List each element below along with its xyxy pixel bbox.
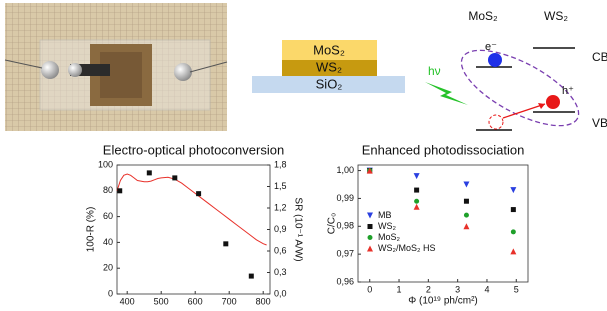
data-point (147, 170, 152, 175)
y-tick-label: 0,98 (336, 221, 354, 231)
x-tick-label: 0 (367, 284, 372, 294)
band-label: CB (592, 50, 607, 64)
legend-label: WS₂/MoS₂ HS (378, 243, 436, 253)
legend-marker (368, 224, 373, 229)
legend-label: MB (378, 210, 392, 220)
data-point (414, 173, 420, 179)
data-line (117, 174, 267, 245)
plot-frame (117, 165, 270, 294)
y2-tick-label: 0,9 (274, 224, 287, 234)
layer-label: MoS₂ (313, 42, 345, 57)
legend-label: MoS₂ (378, 232, 401, 242)
y2-axis-label: SR (10⁻¹ A/W) (292, 197, 303, 261)
data-point (464, 199, 469, 204)
layer-label: SiO₂ (316, 76, 343, 91)
data-point (463, 223, 469, 229)
x-tick-label: 400 (120, 296, 135, 306)
y-tick-label: 1,00 (336, 165, 354, 175)
data-point (510, 248, 516, 254)
x-tick-label: 500 (154, 296, 169, 306)
y-tick-label: 100 (98, 159, 113, 169)
y2-tick-label: 1,2 (274, 202, 287, 212)
y-tick-label: 60 (103, 211, 113, 221)
data-point (464, 213, 469, 218)
hole (546, 95, 560, 109)
y2-tick-label: 0,3 (274, 267, 287, 277)
x-tick-label: 3 (455, 284, 460, 294)
x-tick-label: 1 (397, 284, 402, 294)
y-tick-label: 40 (103, 237, 113, 247)
device-photo (5, 3, 227, 131)
photon (425, 82, 468, 105)
data-point (511, 207, 516, 212)
x-tick-label: 5 (514, 284, 519, 294)
layer-label: WS₂ (316, 59, 342, 74)
band-diagram: MoS₂ WS₂ e⁻ h⁺ hν CB VB (425, 9, 607, 140)
y-tick-label: 0,96 (336, 276, 354, 286)
band-label: VB (592, 116, 607, 130)
figure: MoS₂ WS₂ SiO₂ MoS₂ WS₂ e⁻ h⁺ hν CB VB El… (0, 0, 607, 306)
x-tick-label: 800 (256, 296, 271, 306)
electron (488, 53, 502, 67)
legend-label: WS₂ (378, 221, 396, 231)
y-tick-label: 20 (103, 263, 113, 273)
y-tick-label: 80 (103, 185, 113, 195)
data-point (172, 175, 177, 180)
hole-origin (489, 115, 503, 129)
x-tick-label: 2 (426, 284, 431, 294)
data-point (511, 229, 516, 234)
page: { "stack": {"layers": ["MoS₂", "WS₂", "S… (0, 0, 607, 311)
x-tick-label: 600 (188, 296, 203, 306)
y-tick-label: 0,99 (336, 193, 354, 203)
data-point (414, 188, 419, 193)
legend-marker (367, 213, 373, 219)
y-tick-label: 0,97 (336, 249, 354, 259)
y-axis-label: 100-R (%) (86, 207, 97, 253)
data-point (510, 187, 516, 193)
legend-marker (367, 246, 373, 252)
y-tick-label: 0 (108, 288, 113, 298)
layer-stack: MoS₂ WS₂ SiO₂ (252, 40, 405, 93)
photon-label: hν (428, 64, 441, 78)
material-label: WS₂ (544, 9, 568, 23)
y-axis-label: C/C₀ (327, 213, 338, 234)
y2-tick-label: 0,6 (274, 245, 287, 255)
legend-marker (368, 235, 373, 240)
data-point (463, 182, 469, 188)
y2-tick-label: 0,0 (274, 288, 287, 298)
hole-label: h⁺ (562, 85, 574, 97)
x-axis-label: Φ (10¹⁹ ph/cm²) (408, 296, 478, 306)
y2-tick-label: 1,5 (274, 181, 287, 191)
x-tick-label: 700 (222, 296, 237, 306)
data-point (223, 241, 228, 246)
data-point (117, 188, 122, 193)
electron-label: e⁻ (485, 41, 497, 53)
x-tick-label: 4 (484, 284, 489, 294)
material-label: MoS₂ (468, 9, 498, 23)
chart-title: Electro-optical photoconversion (103, 142, 284, 157)
data-point (249, 274, 254, 279)
data-point (414, 199, 419, 204)
data-point (196, 191, 201, 196)
data-point (414, 204, 420, 210)
y2-tick-label: 1,8 (274, 159, 287, 169)
chart-title: Enhanced photodissociation (362, 142, 525, 157)
